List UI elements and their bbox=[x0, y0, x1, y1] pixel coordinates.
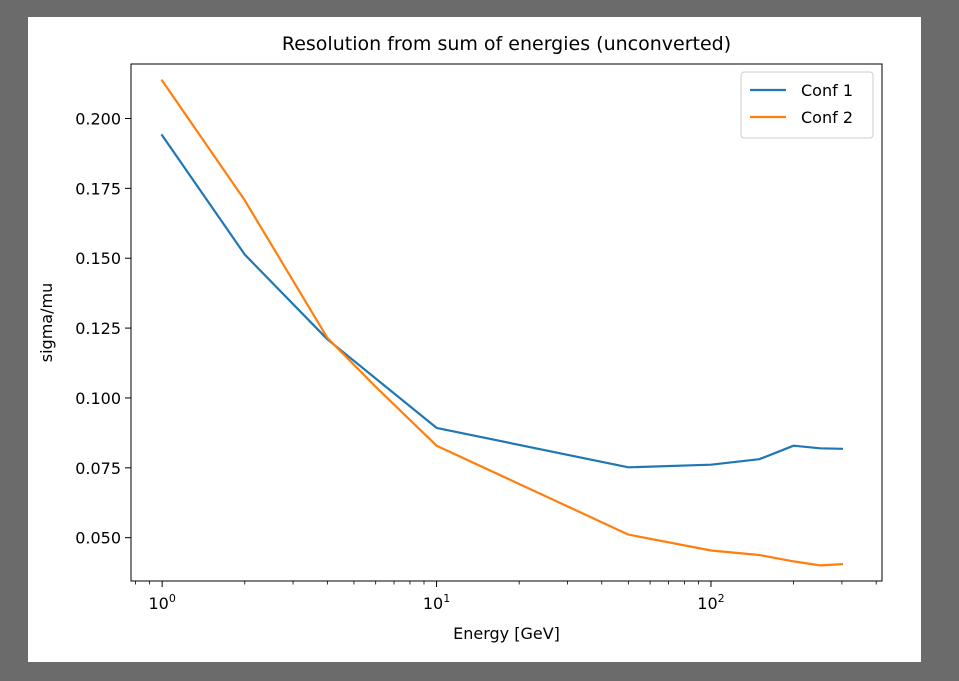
series-line-conf-1 bbox=[160, 133, 844, 469]
legend-box bbox=[740, 71, 874, 139]
legend-label: Conf 1 bbox=[801, 81, 853, 100]
y-tick-label: 0.100 bbox=[75, 389, 121, 408]
x-axis-title: Energy [GeV] bbox=[453, 624, 560, 643]
x-tick-label: 100 bbox=[148, 592, 175, 613]
y-tick-label: 0.175 bbox=[75, 179, 121, 198]
x-tick-base: 10 bbox=[148, 594, 168, 613]
axes-frame bbox=[130, 63, 883, 582]
x-tick-exponent: 1 bbox=[443, 592, 450, 605]
legend: Conf 1 Conf 2 bbox=[740, 71, 874, 139]
x-tick-exponent: 0 bbox=[169, 592, 176, 605]
series-line-conf-2 bbox=[160, 78, 844, 567]
chart-marks bbox=[160, 78, 844, 567]
x-tick-label: 101 bbox=[423, 592, 450, 613]
x-tick-label: 102 bbox=[697, 592, 724, 613]
x-tick-exponent: 2 bbox=[718, 592, 725, 605]
y-tick-label: 0.200 bbox=[75, 109, 121, 128]
y-tick-label: 0.050 bbox=[75, 529, 121, 548]
chart-title: Resolution from sum of energies (unconve… bbox=[282, 33, 731, 55]
y-axis-title: sigma/mu bbox=[37, 283, 56, 362]
y-tick-label: 0.075 bbox=[75, 459, 121, 478]
x-tick-base: 10 bbox=[697, 594, 717, 613]
x-tick-base: 10 bbox=[423, 594, 443, 613]
legend-label: Conf 2 bbox=[801, 108, 853, 127]
chart-figure: 0.050 0.075 0.100 0.125 0.150 0.175 0.200 100 10… bbox=[28, 17, 921, 662]
y-tick-label: 0.125 bbox=[75, 319, 121, 338]
y-tick-label: 0.150 bbox=[75, 249, 121, 268]
